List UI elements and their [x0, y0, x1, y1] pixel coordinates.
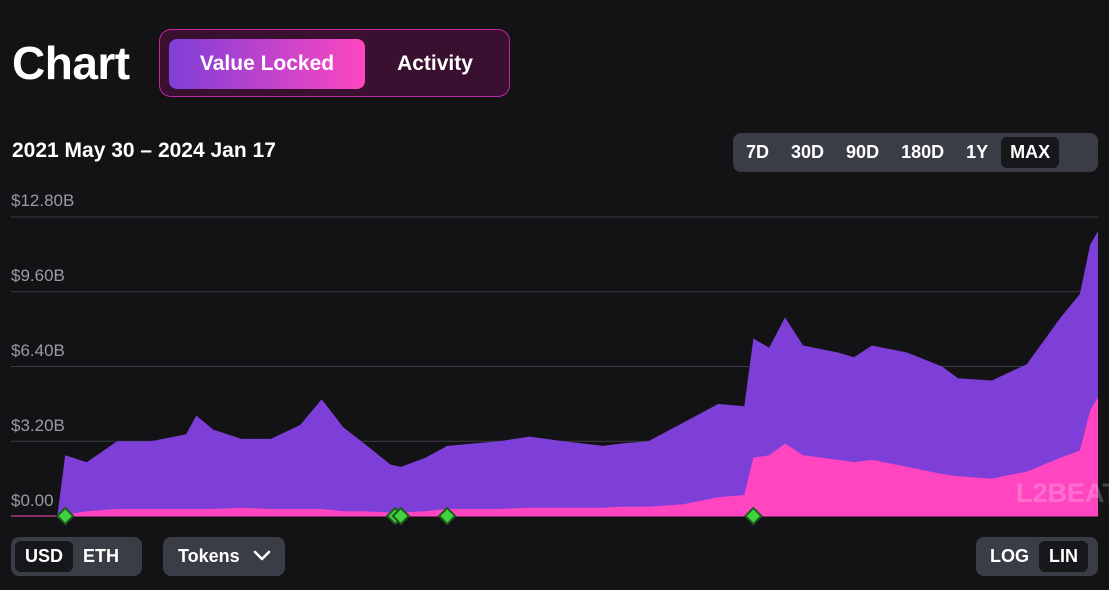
milestone-marker[interactable] [437, 506, 457, 526]
milestone-marker[interactable] [391, 506, 411, 526]
y-tick-label: $6.40B [11, 341, 65, 360]
period-1y-button[interactable]: 1Y [966, 142, 989, 162]
y-tick-label: $12.80B [11, 191, 75, 210]
date-range: 2021 May 30 – 2024 Jan 17 [12, 139, 276, 162]
total-value-area [11, 231, 1098, 516]
currency-toggle: USD ETH [11, 537, 142, 576]
period-180d-button[interactable]: 180D [901, 142, 945, 162]
scale-toggle: LOG LIN [976, 537, 1098, 576]
period-90d-button[interactable]: 90D [846, 142, 880, 162]
milestone-markers [55, 506, 763, 526]
y-tick-label: $9.60B [11, 266, 65, 285]
scale-log-button[interactable]: LOG [990, 546, 1029, 566]
currency-eth-button[interactable]: ETH [83, 546, 120, 566]
tab-activity[interactable]: Activity [397, 52, 473, 75]
page-title: Chart [12, 37, 130, 89]
milestone-marker[interactable] [743, 506, 763, 526]
milestone-marker[interactable] [55, 506, 75, 526]
period-30d-button[interactable]: 30D [791, 142, 825, 162]
currency-usd-button[interactable]: USD [15, 541, 74, 572]
period-7d-button[interactable]: 7D [746, 142, 770, 162]
period-max-button[interactable]: MAX [1001, 137, 1060, 168]
scale-lin-button[interactable]: LIN [1039, 541, 1088, 572]
y-tick-label: $3.20B [11, 416, 65, 435]
y-tick-label: $0.00 [11, 491, 54, 510]
chevron-down-icon [253, 550, 271, 561]
tokens-dropdown-label: Tokens [178, 546, 240, 566]
l2beat-watermark: L2BEAT [1016, 478, 1109, 508]
chart-type-switch: Value Locked Activity [159, 29, 510, 97]
tokens-dropdown[interactable]: Tokens [163, 537, 285, 576]
lower-value-area [11, 396, 1098, 516]
tab-value-locked[interactable]: Value Locked [169, 39, 365, 89]
time-range-selector: 7D 30D 90D 180D 1Y MAX [733, 133, 1098, 172]
